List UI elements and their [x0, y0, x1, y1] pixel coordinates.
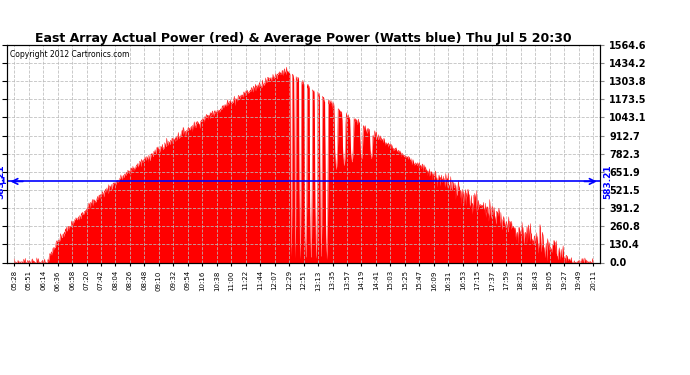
Text: 583.21: 583.21 — [0, 177, 7, 186]
Title: East Array Actual Power (red) & Average Power (Watts blue) Thu Jul 5 20:30: East Array Actual Power (red) & Average … — [35, 32, 572, 45]
Text: 583.21: 583.21 — [0, 164, 5, 199]
Text: 583.21: 583.21 — [603, 164, 612, 199]
Text: Copyright 2012 Cartronics.com: Copyright 2012 Cartronics.com — [10, 51, 129, 59]
